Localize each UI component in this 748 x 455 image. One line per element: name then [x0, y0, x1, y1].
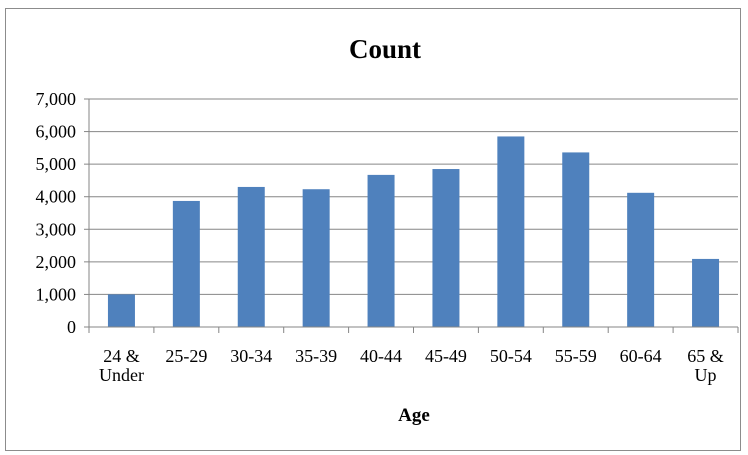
y-tick-label: 2,000 [36, 252, 77, 272]
x-tick-label: 50-54 [490, 346, 532, 366]
bar [562, 152, 590, 327]
x-tick-label: 25-29 [165, 346, 207, 366]
y-tick-label: 7,000 [36, 89, 77, 109]
x-tick-labels: 24 & Under 25-29 30-34 35-39 40-44 45-49 50-54 5… [99, 346, 724, 385]
bars [107, 136, 720, 327]
bar [107, 294, 135, 327]
x-axis-title: Age [398, 405, 430, 426]
y-tick-label: 5,000 [36, 154, 77, 174]
x-tick-label: 40-44 [360, 346, 402, 366]
bar [497, 136, 525, 327]
x-tick-label: 24 & Under [99, 346, 144, 385]
x-tick-label: 45-49 [425, 346, 467, 366]
x-tick-label: 35-39 [295, 346, 337, 366]
x-tick-label: 65 & Up [687, 346, 724, 385]
bar [627, 192, 655, 327]
x-tick-label: 30-34 [230, 346, 272, 366]
bar [692, 258, 720, 327]
y-tick-label: 3,000 [36, 219, 77, 239]
y-tick-label: 6,000 [36, 122, 77, 142]
bar [367, 174, 395, 327]
x-tick-label: 55-59 [555, 346, 597, 366]
y-tick-label: 0 [67, 317, 76, 337]
y-tick-label: 1,000 [36, 284, 77, 304]
y-tick-label: 4,000 [36, 187, 77, 207]
y-tick-labels: 0 1,000 2,000 3,000 4,000 5,000 6,000 7,000 [36, 89, 77, 337]
bar [237, 186, 265, 327]
chart-title: Count [349, 34, 421, 64]
bar [432, 169, 460, 327]
bar [172, 200, 200, 327]
axes [84, 98, 739, 333]
bar [302, 189, 330, 327]
x-tick-label: 60-64 [620, 346, 662, 366]
